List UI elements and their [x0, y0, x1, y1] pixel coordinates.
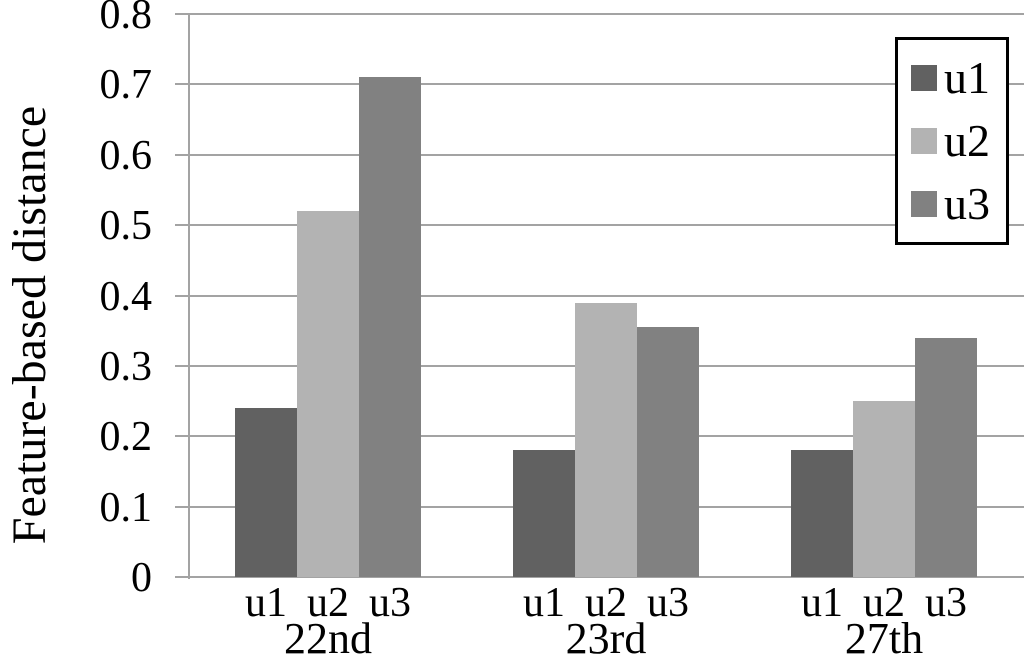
y-tick-label: 0: [131, 555, 152, 601]
bar-u2-22nd: [297, 211, 359, 577]
x-tick-label: u3: [647, 580, 689, 626]
y-tick-label: 0.4: [99, 273, 153, 320]
y-tick-label: 0.7: [99, 62, 153, 109]
y-tick-label: 0.5: [99, 203, 153, 250]
bar-u3-27th: [915, 337, 977, 577]
legend-swatch-u2: [911, 127, 937, 154]
legend-item-u3: u3: [911, 181, 1006, 227]
legend-label-u1: u1: [944, 51, 990, 103]
bar-u2-27th: [853, 401, 915, 577]
gridline: [175, 294, 1024, 297]
y-tick-label: 0.2: [99, 414, 153, 461]
bar-u3-22nd: [359, 77, 421, 577]
gridline: [175, 153, 1024, 156]
gridline: [175, 576, 1024, 578]
gridline: [175, 83, 1024, 86]
y-axis-title: Feature-based distance: [3, 105, 56, 545]
x-tick-label: u3: [369, 580, 411, 626]
legend-item-u1: u1: [911, 51, 1006, 103]
x-tick-label: u3: [925, 580, 967, 626]
bar-u2-23rd: [575, 302, 637, 577]
y-axis-line: [188, 14, 190, 579]
legend-swatch-u1: [911, 64, 937, 91]
group-label: 23rd: [565, 614, 647, 658]
y-tick-label: 0.8: [99, 0, 153, 38]
y-tick-label: 0.1: [99, 484, 153, 531]
gridline: [175, 13, 1024, 15]
x-tick-label: u1: [523, 580, 565, 626]
x-tick-label: u2: [307, 580, 349, 626]
x-tick-label: u1: [801, 580, 843, 626]
gridline: [175, 224, 1024, 227]
bar-u1-23rd: [513, 450, 575, 577]
x-tick-label: u2: [863, 580, 905, 626]
legend-swatch-u3: [911, 191, 937, 218]
legend: u1 u2 u3: [895, 37, 1009, 245]
bar-u3-23rd: [637, 327, 699, 577]
bar-u1-22nd: [235, 408, 297, 577]
y-tick-label: 0.6: [99, 132, 153, 179]
bar-u1-27th: [791, 450, 853, 577]
legend-label-u3: u3: [944, 178, 990, 230]
group-label: 27th: [844, 614, 924, 658]
group-label: 22nd: [284, 614, 372, 658]
legend-label-u2: u2: [944, 114, 990, 166]
legend-item-u2: u2: [911, 114, 1006, 166]
x-tick-label: u2: [585, 580, 627, 626]
x-tick-label: u1: [245, 580, 287, 626]
y-tick-label: 0.3: [99, 343, 153, 390]
